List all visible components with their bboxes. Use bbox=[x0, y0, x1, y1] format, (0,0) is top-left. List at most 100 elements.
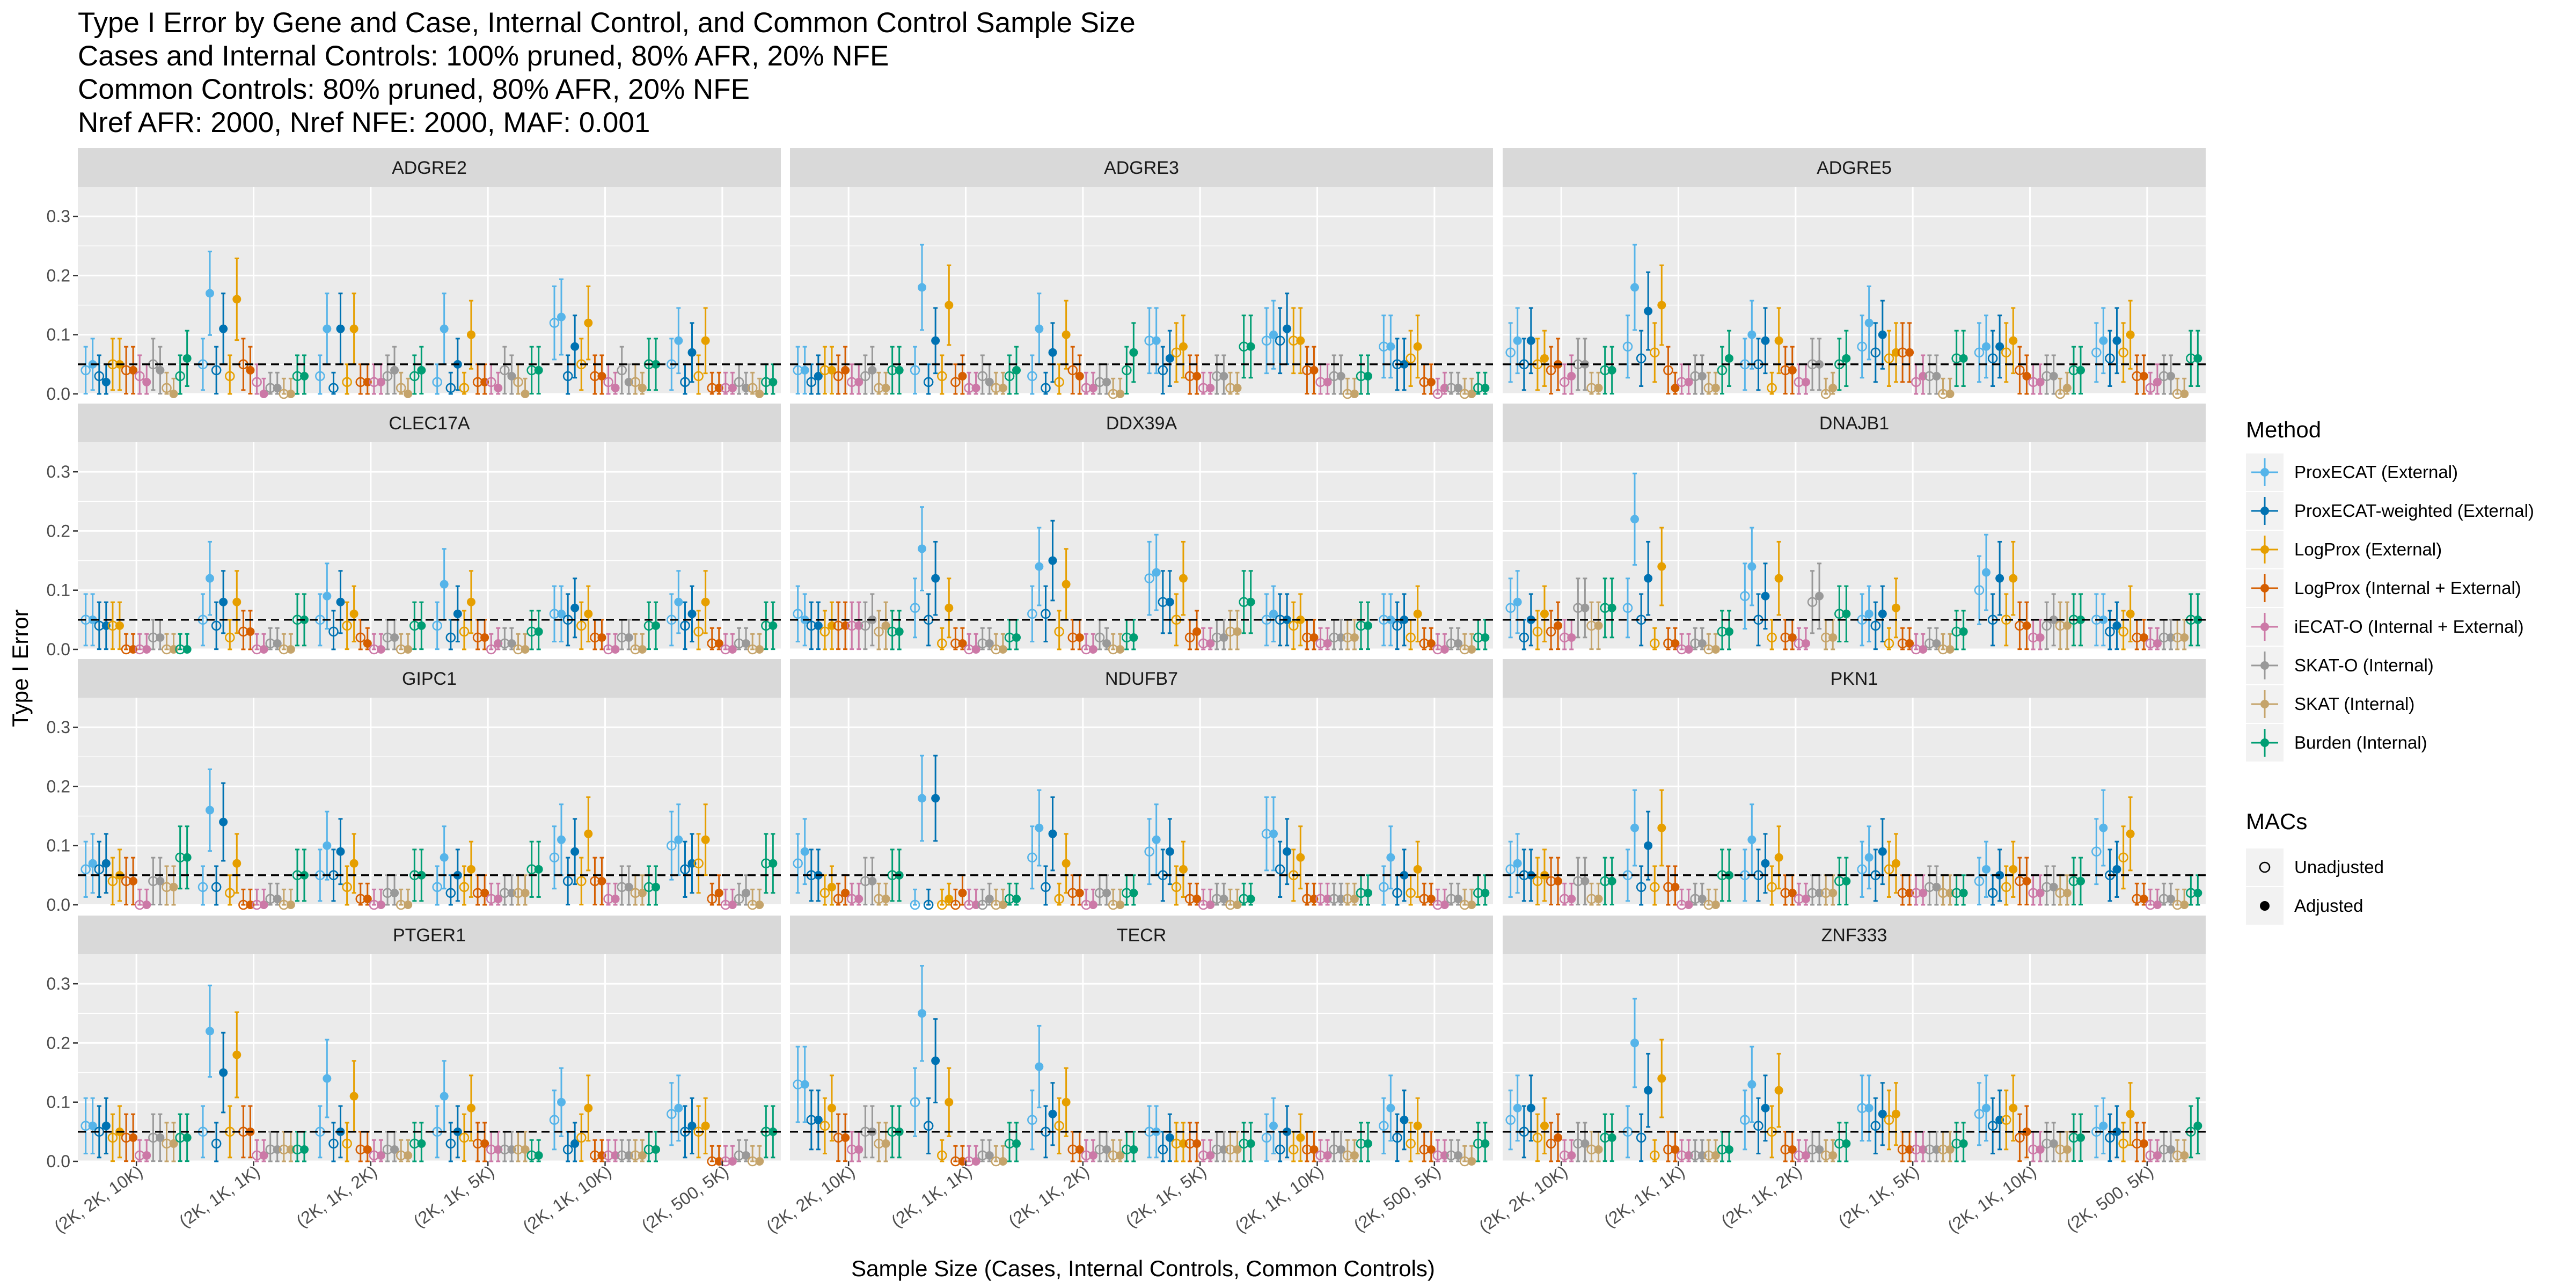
point-adjusted-proxecat-weighted-external bbox=[453, 609, 462, 618]
point-unadjusted-proxecat-weighted-external bbox=[923, 377, 934, 387]
point-adjusted-logprox-external bbox=[1657, 823, 1666, 832]
point-adjusted-burden-internal bbox=[1129, 888, 1138, 897]
point-adjusted-logprox-internal-external bbox=[958, 371, 967, 380]
y-axis-title: Type I Error bbox=[8, 609, 33, 727]
point-adjusted-skat-o-internal bbox=[1219, 894, 1228, 903]
point-unadjusted-logprox-external bbox=[224, 888, 235, 898]
point-adjusted-logprox-external bbox=[1540, 1121, 1549, 1130]
point-adjusted-proxecat-external bbox=[323, 591, 332, 601]
point-unadjusted-proxecat-weighted-external bbox=[923, 1121, 934, 1131]
point-adjusted-logprox-external bbox=[701, 1121, 710, 1130]
point-adjusted-logprox-internal-external bbox=[1075, 371, 1084, 380]
point-adjusted-skat-internal bbox=[1116, 645, 1125, 654]
point-unadjusted-proxecat-weighted-external bbox=[1041, 383, 1051, 393]
point-adjusted-proxecat-external bbox=[1269, 330, 1278, 339]
point-adjusted-burden-internal bbox=[1012, 365, 1021, 375]
point-unadjusted-iecat-o-internal-external bbox=[603, 377, 613, 387]
point-adjusted-proxecat-weighted-external bbox=[687, 609, 697, 618]
point-adjusted-proxecat-weighted-external bbox=[1526, 1103, 1535, 1113]
point-adjusted-proxecat-weighted-external bbox=[570, 603, 580, 612]
point-unadjusted-logprox-internal-external bbox=[1663, 365, 1673, 376]
point-adjusted-logprox-external bbox=[1413, 1121, 1422, 1130]
x-tick-label: (2K, 1K, 1K) bbox=[1600, 1161, 1688, 1231]
point-adjusted-skat-internal bbox=[638, 645, 647, 654]
point-adjusted-skat-o-internal bbox=[1580, 1139, 1590, 1148]
point-adjusted-burden-internal bbox=[534, 865, 543, 874]
point-adjusted-logprox-internal-external bbox=[2139, 371, 2148, 380]
point-adjusted-logprox-external bbox=[2126, 330, 2135, 339]
point-adjusted-logprox-internal-external bbox=[1905, 348, 1914, 357]
point-adjusted-skat-internal bbox=[1945, 390, 1955, 398]
point-unadjusted-skat-o-internal bbox=[617, 365, 627, 376]
point-unadjusted-proxecat-external bbox=[549, 1115, 560, 1125]
point-unadjusted-proxecat-external bbox=[549, 852, 560, 863]
point-unadjusted-iecat-o-internal-external bbox=[1559, 377, 1570, 387]
y-tick-label: 0.0 bbox=[47, 895, 70, 914]
point-adjusted-skat-o-internal bbox=[1102, 639, 1111, 648]
point-adjusted-proxecat-external bbox=[1864, 609, 1874, 618]
point-unadjusted-logprox-external bbox=[1767, 632, 1777, 643]
x-tick-label: (2K, 1K, 1K) bbox=[888, 1161, 975, 1231]
point-unadjusted-logprox-external bbox=[1406, 1138, 1416, 1149]
point-adjusted-logprox-internal-external bbox=[2139, 1139, 2148, 1148]
point-unadjusted-logprox-external bbox=[1288, 620, 1299, 631]
point-unadjusted-proxecat-external bbox=[910, 1097, 920, 1108]
point-adjusted-proxecat-weighted-external bbox=[1048, 348, 1057, 357]
point-adjusted-skat-internal bbox=[1467, 390, 1476, 398]
point-adjusted-logprox-external bbox=[1413, 609, 1422, 618]
point-unadjusted-proxecat-external bbox=[1261, 335, 1272, 346]
strip-label-pkn1: PKN1 bbox=[1831, 669, 1878, 689]
point-adjusted-iecat-o-internal-external bbox=[259, 390, 268, 398]
point-adjusted-skat-o-internal bbox=[1102, 377, 1111, 386]
point-adjusted-skat-internal bbox=[998, 645, 1007, 654]
point-unadjusted-burden-internal bbox=[409, 371, 420, 382]
point-adjusted-logprox-external bbox=[584, 318, 593, 327]
point-unadjusted-proxecat-weighted-external bbox=[1753, 1121, 1763, 1131]
point-unadjusted-proxecat-external bbox=[315, 371, 325, 382]
point-adjusted-burden-internal bbox=[2076, 876, 2085, 885]
y-tick-label: 0.0 bbox=[47, 1152, 70, 1171]
point-adjusted-logprox-external bbox=[232, 597, 241, 606]
strip-gipc1 bbox=[78, 659, 781, 698]
point-adjusted-skat-internal bbox=[521, 645, 530, 654]
point-adjusted-skat-internal bbox=[2180, 633, 2189, 642]
point-adjusted-logprox-external bbox=[1891, 1109, 1900, 1118]
point-adjusted-proxecat-weighted-external bbox=[570, 342, 580, 351]
point-adjusted-skat-o-internal bbox=[1336, 1145, 1345, 1154]
point-unadjusted-logprox-external bbox=[1649, 882, 1660, 892]
point-unadjusted-logprox-external bbox=[576, 620, 587, 631]
point-adjusted-logprox-external bbox=[115, 621, 124, 630]
point-adjusted-proxecat-weighted-external bbox=[101, 377, 111, 386]
point-unadjusted-logprox-external bbox=[1884, 864, 1894, 875]
point-adjusted-skat-o-internal bbox=[742, 888, 751, 897]
point-adjusted-proxecat-weighted-external bbox=[687, 348, 697, 357]
point-unadjusted-logprox-external bbox=[224, 632, 235, 643]
legend-label-burden-internal: Burden (Internal) bbox=[2294, 733, 2427, 752]
point-unadjusted-logprox-external bbox=[1288, 1144, 1299, 1155]
point-adjusted-burden-internal bbox=[1364, 621, 1372, 630]
point-unadjusted-logprox-external bbox=[2118, 626, 2128, 637]
point-unadjusted-iecat-o-internal-external bbox=[2145, 383, 2156, 393]
y-tick-label: 0.0 bbox=[47, 384, 70, 404]
point-unadjusted-proxecat-weighted-external bbox=[1275, 335, 1285, 346]
point-unadjusted-logprox-internal-external bbox=[355, 632, 366, 643]
point-adjusted-proxecat-weighted-external bbox=[101, 1121, 111, 1130]
point-adjusted-proxecat-external bbox=[1864, 853, 1874, 862]
point-adjusted-proxecat-weighted-external bbox=[570, 847, 580, 856]
point-unadjusted-proxecat-weighted-external bbox=[211, 620, 222, 631]
point-adjusted-skat-o-internal bbox=[390, 633, 399, 642]
point-unadjusted-proxecat-weighted-external bbox=[211, 882, 222, 892]
point-adjusted-skat-o-internal bbox=[1336, 371, 1345, 380]
marks-gipc1 bbox=[80, 768, 778, 910]
legend-label-logprox-internal-external: LogProx (Internal + External) bbox=[2294, 578, 2521, 598]
point-adjusted-skat-internal bbox=[2062, 383, 2072, 392]
point-adjusted-iecat-o-internal-external bbox=[1919, 888, 1928, 897]
point-adjusted-proxecat-external bbox=[206, 806, 214, 815]
point-adjusted-skat-internal bbox=[1467, 1157, 1476, 1166]
strip-label-adgre2: ADGRE2 bbox=[392, 158, 467, 178]
point-unadjusted-proxecat-weighted-external bbox=[806, 377, 817, 387]
point-adjusted-skat-o-internal bbox=[507, 371, 516, 380]
plot-bg-ndufb7 bbox=[790, 698, 1493, 905]
point-adjusted-logprox-internal-external bbox=[1788, 1145, 1797, 1154]
point-adjusted-iecat-o-internal-external bbox=[2153, 639, 2162, 648]
